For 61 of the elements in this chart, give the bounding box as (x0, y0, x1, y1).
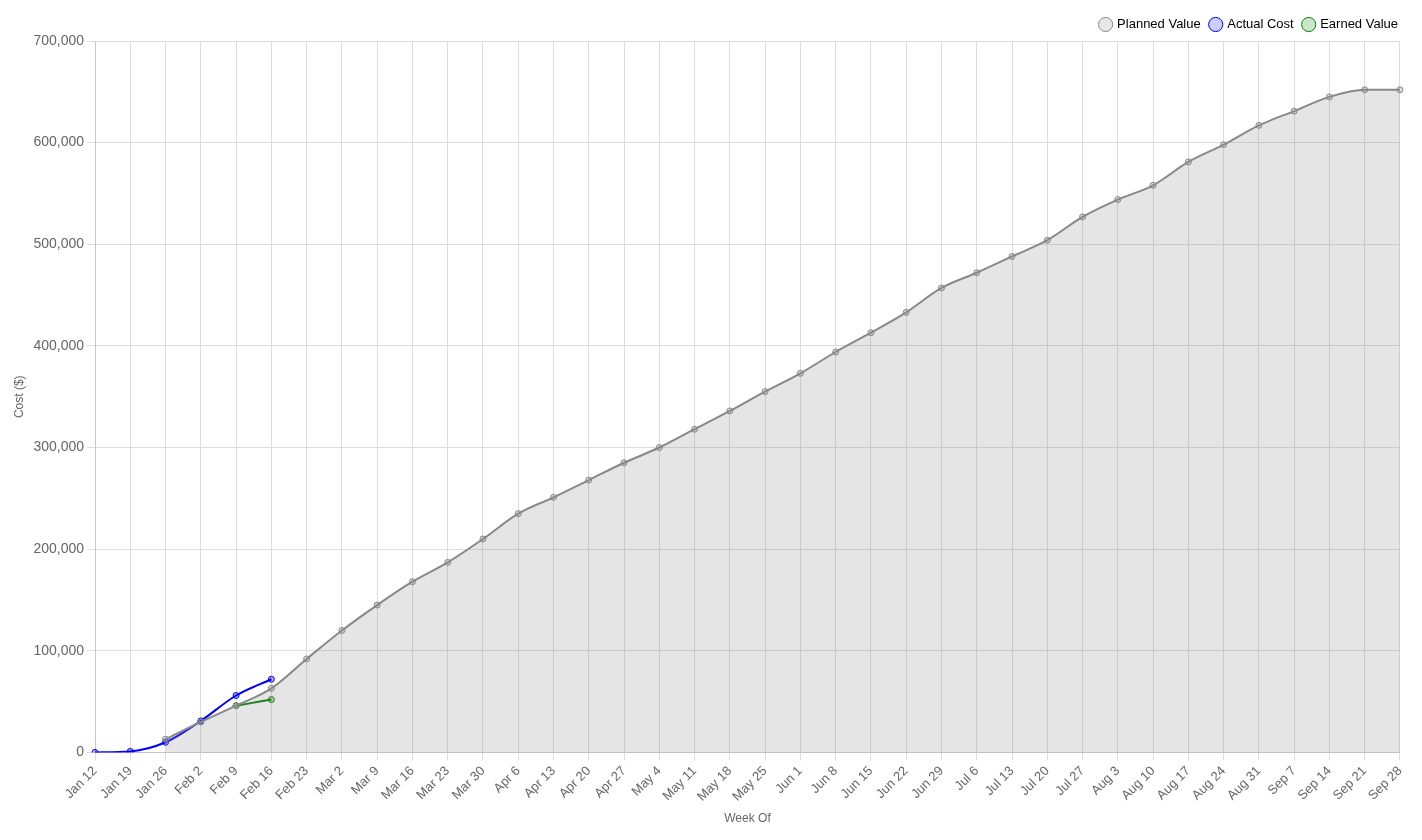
x-tick-label: Mar 9 (347, 762, 382, 798)
x-tick-label: Jul 6 (951, 762, 982, 794)
legend-label: Actual Cost (1227, 16, 1295, 32)
point (444, 558, 452, 566)
x-tick-label: Aug 3 (1087, 762, 1123, 798)
point (1396, 86, 1404, 94)
point (726, 407, 734, 415)
point (902, 308, 910, 316)
x-tick-label: Jul 20 (1016, 762, 1052, 799)
point (973, 269, 981, 277)
x-tick-label: Mar 2 (312, 762, 347, 798)
point (1043, 236, 1051, 244)
point (1149, 181, 1157, 189)
point (867, 329, 875, 337)
point (1325, 93, 1333, 101)
y-tick-label: 200,000 (33, 540, 85, 557)
y-tick-label: 600,000 (33, 133, 85, 150)
point (585, 476, 593, 484)
point (550, 493, 558, 501)
y-axis-title: Cost ($) (11, 375, 26, 419)
point (796, 369, 804, 377)
x-tick-label: Jun 1 (771, 762, 806, 797)
point (691, 425, 699, 433)
point (373, 601, 381, 609)
point (832, 348, 840, 356)
point (126, 747, 134, 753)
point (761, 388, 769, 396)
point (303, 655, 311, 663)
x-axis-title: Week Of (724, 811, 772, 826)
legend-label: Earned Value (1320, 16, 1399, 32)
point (1184, 158, 1192, 166)
point (338, 626, 346, 634)
legend-label: Planned Value (1117, 16, 1201, 32)
x-tick-label: Apr 6 (490, 762, 523, 796)
point (1008, 252, 1016, 260)
point (1361, 86, 1369, 94)
y-tick-label: 300,000 (33, 438, 85, 455)
y-tick-label: 0 (76, 743, 85, 760)
y-tick-label: 500,000 (33, 235, 85, 252)
point (1255, 121, 1263, 129)
y-tick-label: 400,000 (33, 336, 85, 353)
point (655, 444, 663, 452)
point (479, 535, 487, 543)
x-tick-label: Sep 7 (1264, 762, 1299, 798)
point (1079, 213, 1087, 221)
point (1220, 141, 1228, 149)
point (408, 578, 416, 586)
y-tick-label: 700,000 (33, 31, 85, 48)
x-tick-label: Feb 2 (171, 762, 206, 798)
x-tick-label: Jul 27 (1052, 762, 1088, 799)
y-tick-label: 100,000 (33, 641, 85, 658)
point (267, 675, 275, 683)
point (514, 510, 522, 518)
point (232, 692, 240, 700)
point (1290, 107, 1298, 115)
point (267, 684, 275, 692)
point (937, 284, 945, 292)
x-tick-label: Apr 27 (591, 762, 629, 801)
x-tick-label: Jul 13 (981, 762, 1017, 799)
point (620, 459, 628, 467)
point (1114, 196, 1122, 204)
